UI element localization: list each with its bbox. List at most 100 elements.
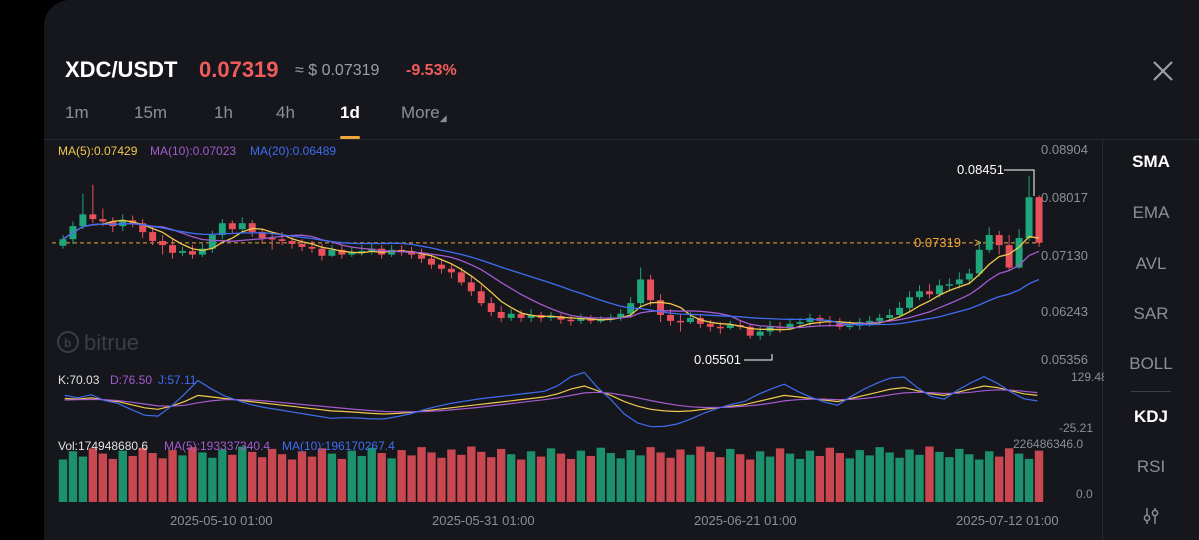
volume-bar bbox=[795, 458, 805, 502]
kdj-layer bbox=[64, 371, 1038, 428]
volume-bar bbox=[487, 457, 496, 502]
last-price: 0.07319 bbox=[199, 57, 279, 82]
volume-bar bbox=[616, 458, 625, 502]
volume-bar bbox=[58, 459, 68, 502]
indicator-avl[interactable]: AVL bbox=[1135, 254, 1167, 273]
candle-body bbox=[637, 279, 645, 304]
candle-body bbox=[706, 323, 714, 327]
indicator-rsi[interactable]: RSI bbox=[1136, 457, 1166, 476]
volume-bar bbox=[885, 452, 894, 502]
settings-sliders-icon[interactable] bbox=[1141, 506, 1161, 526]
volume-bar bbox=[337, 458, 347, 502]
volume-bar bbox=[307, 456, 317, 502]
volume-bar bbox=[1004, 448, 1014, 502]
indicator-boll[interactable]: BOLL bbox=[1129, 354, 1173, 373]
volume-bar bbox=[287, 459, 297, 502]
candle-body bbox=[726, 325, 734, 328]
volume-bar bbox=[965, 454, 974, 502]
candle-body bbox=[437, 264, 445, 269]
indicator-ema[interactable]: EMA bbox=[1132, 203, 1170, 222]
close-icon[interactable] bbox=[1150, 58, 1176, 84]
volume-bar bbox=[626, 450, 635, 502]
candle-body bbox=[836, 322, 844, 327]
volume-bar bbox=[596, 447, 605, 502]
candle-body bbox=[427, 258, 435, 265]
volume-bar bbox=[716, 457, 725, 502]
tab-more-label: More bbox=[401, 103, 440, 122]
ytick-5: 0.05356 bbox=[1041, 352, 1088, 367]
pair-title: XDC/USDT bbox=[65, 57, 178, 82]
volume-layer: Vol:174948680.6 MA(5):193337340.4 MA(10):1… bbox=[58, 439, 1044, 502]
volume-bar bbox=[576, 450, 586, 502]
volume-bar bbox=[108, 458, 117, 502]
candle-body bbox=[487, 303, 495, 313]
volume-bar bbox=[945, 457, 954, 502]
candle-body bbox=[945, 284, 953, 286]
ma20-line bbox=[62, 223, 1040, 326]
volume-bar bbox=[238, 446, 247, 502]
volume-bar bbox=[755, 451, 765, 502]
candle-body bbox=[159, 240, 167, 246]
candle-body bbox=[617, 313, 625, 318]
candle-body bbox=[846, 325, 854, 328]
volume-bar bbox=[905, 449, 914, 502]
candle-body bbox=[647, 279, 655, 301]
volume-bar bbox=[835, 453, 845, 502]
candle-body bbox=[149, 232, 157, 241]
candle-body bbox=[308, 246, 316, 249]
volume-bar bbox=[327, 453, 337, 502]
bitrue-watermark: b bitrue bbox=[57, 330, 139, 355]
candle-body bbox=[268, 238, 276, 240]
volume-bar bbox=[178, 455, 187, 502]
candle-body bbox=[477, 291, 485, 304]
volume-bar bbox=[98, 453, 108, 502]
legend-ma20: MA(20):0.06489 bbox=[250, 144, 336, 158]
volume-bar bbox=[198, 452, 207, 502]
volume-bar bbox=[357, 455, 366, 502]
candle-body bbox=[248, 223, 256, 233]
indicator-kdj[interactable]: KDJ bbox=[1133, 407, 1168, 426]
candle-body bbox=[567, 319, 575, 322]
volume-bar bbox=[377, 453, 386, 502]
candle-body bbox=[278, 239, 286, 241]
chart-area[interactable]: b bitrue MA(5):0.07429 MA(10):0.07023 MA… bbox=[44, 140, 1104, 540]
legend-vol: Vol:174948680.6 bbox=[58, 439, 148, 453]
volume-bar bbox=[1034, 450, 1044, 502]
tab-4h[interactable]: 4h bbox=[276, 103, 295, 122]
volume-bar bbox=[526, 451, 536, 502]
candle-body bbox=[886, 314, 894, 318]
volume-bar bbox=[656, 452, 665, 502]
candle-body bbox=[896, 307, 904, 315]
volume-bar bbox=[746, 459, 755, 502]
candle-body bbox=[746, 326, 754, 336]
volume-bar bbox=[68, 451, 78, 502]
trading-panel: XDC/USDT 0.07319 ≈ $ 0.07319 -9.53% 1m 1… bbox=[44, 0, 1199, 540]
volume-bar bbox=[516, 459, 526, 502]
candle-body bbox=[667, 314, 675, 321]
indicator-sar[interactable]: SAR bbox=[1133, 304, 1169, 323]
indicator-sma[interactable]: SMA bbox=[1132, 152, 1170, 171]
legend-k: K:70.03 bbox=[58, 373, 100, 387]
tab-1d[interactable]: 1d bbox=[340, 103, 360, 122]
low-label: 0.05501 bbox=[694, 352, 741, 367]
volume-bar bbox=[208, 457, 217, 502]
volume-bar bbox=[895, 457, 904, 502]
ma10-line bbox=[62, 223, 1040, 329]
candle-body bbox=[975, 249, 983, 274]
volume-bar bbox=[457, 454, 466, 502]
volume-bar bbox=[935, 451, 944, 502]
more-caret-icon: ◢ bbox=[439, 113, 447, 123]
candle-body bbox=[457, 272, 465, 283]
candle-body bbox=[467, 282, 475, 292]
volume-bar bbox=[736, 454, 745, 502]
volume-bar bbox=[696, 446, 705, 502]
tab-15m[interactable]: 15m bbox=[134, 103, 168, 122]
candle-body bbox=[208, 235, 216, 249]
volume-bar bbox=[646, 447, 655, 502]
candle-body bbox=[238, 223, 246, 230]
volume-bar bbox=[188, 447, 197, 502]
legend-vol-ma5: MA(5):193337340.4 bbox=[164, 439, 270, 453]
tab-1h[interactable]: 1h bbox=[214, 103, 233, 122]
tab-1m[interactable]: 1m bbox=[65, 103, 89, 122]
tab-more[interactable]: More◢ bbox=[401, 103, 447, 124]
